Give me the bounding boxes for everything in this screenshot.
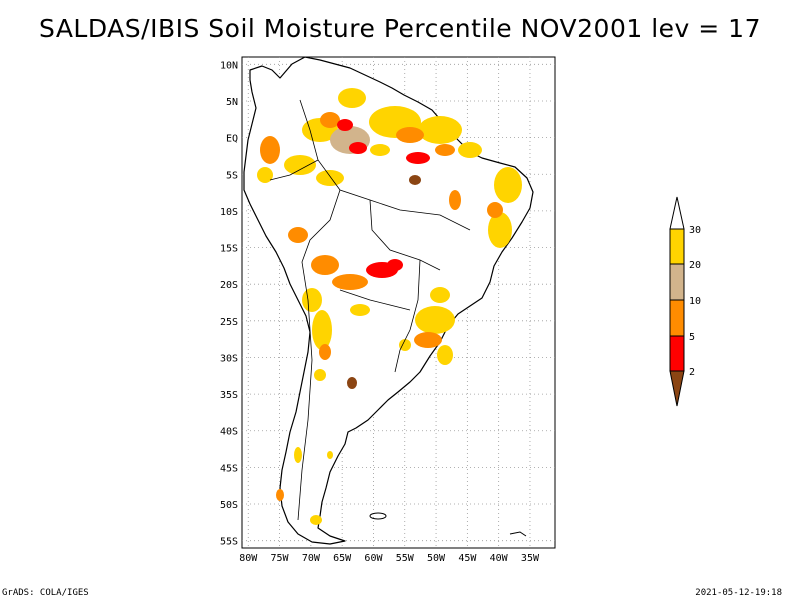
lat-tick-label: 10S (220, 207, 238, 218)
lon-tick-label: 40W (490, 553, 509, 564)
lat-tick-label: 55S (220, 537, 238, 548)
percentile-shading (257, 88, 522, 525)
lat-tick-label: EQ (226, 134, 238, 145)
lon-tick-label: 35W (521, 553, 540, 564)
lat-tick-label: 35S (220, 390, 238, 401)
lat-tick-label: 40S (220, 427, 238, 438)
lon-tick-label: 75W (271, 553, 290, 564)
colorbar-label-30: 30 (689, 225, 701, 236)
lon-tick-label: 55W (396, 553, 415, 564)
latitude-axis: 10N 5N EQ 5S 10S 15S 20S 25S 30S 35S 40S 45S 50S 55S (220, 60, 238, 547)
colorbar-label-2: 2 (689, 367, 695, 378)
lat-tick-label: 5S (226, 170, 238, 181)
colorbar-label-5: 5 (689, 332, 695, 343)
lat-tick-label: 15S (220, 244, 238, 255)
colorbar-swatch-20-30 (669, 228, 685, 265)
lon-tick-label: 70W (302, 553, 321, 564)
lon-tick-label: 45W (458, 553, 477, 564)
colorbar-label-10: 10 (689, 296, 701, 307)
colorbar-top-arrow (669, 196, 685, 230)
lat-tick-label: 10N (220, 60, 238, 71)
lat-tick-label: 20S (220, 280, 238, 291)
falkland-islands (369, 512, 387, 520)
footer-timestamp: 2021-05-12-19:18 (695, 588, 782, 598)
lon-tick-label: 50W (427, 553, 446, 564)
map-title: SALDAS/IBIS Soil Moisture Percentile NOV… (39, 14, 761, 43)
colorbar-swatch-5-10 (669, 299, 685, 337)
colorbar-swatch-10-20 (669, 263, 685, 301)
lat-tick-label: 30S (220, 353, 238, 364)
lat-tick-label: 45S (220, 463, 238, 474)
lon-tick-label: 60W (364, 553, 383, 564)
colorbar: 30 20 10 5 2 (669, 196, 701, 407)
longitude-axis: 80W 75W 70W 65W 60W 55W 50W 45W 40W 35W (239, 553, 540, 564)
colorbar-bottom-arrow (669, 370, 685, 407)
lat-tick-label: 50S (220, 500, 238, 511)
footer-credit: GrADS: COLA/IGES (2, 588, 89, 598)
lat-tick-label: 25S (220, 317, 238, 328)
lon-tick-label: 80W (239, 553, 258, 564)
country-borders (269, 99, 471, 521)
colorbar-swatch-2-5 (669, 335, 685, 372)
lat-tick-label: 5N (226, 97, 238, 108)
colorbar-label-20: 20 (689, 260, 701, 271)
lon-tick-label: 65W (333, 553, 352, 564)
south-georgia (509, 531, 527, 537)
